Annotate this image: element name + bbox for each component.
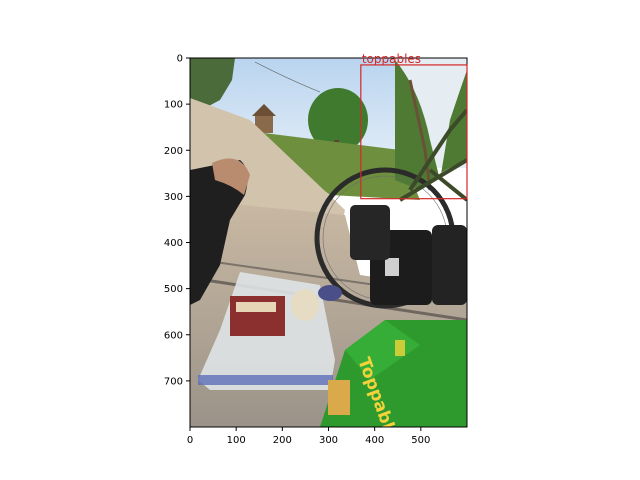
- y-tick-label: 500: [164, 284, 183, 295]
- person-arm: [190, 160, 248, 305]
- x-tick-label: 400: [365, 435, 384, 446]
- y-tick-label: 0: [177, 54, 183, 65]
- center-tree: [308, 88, 368, 152]
- annotation-box: [360, 64, 468, 200]
- y-tick-label: 100: [164, 100, 183, 111]
- building: [255, 115, 273, 133]
- y-tick-label: 400: [164, 238, 183, 249]
- x-tick-label: 0: [187, 435, 193, 446]
- bicycle-frame: [398, 108, 467, 202]
- y-axis: 0 100 200 300 400 500 600 700: [164, 54, 190, 387]
- y-tick-label: 600: [164, 330, 183, 341]
- y-tick-label: 300: [164, 192, 183, 203]
- x-tick-label: 200: [273, 435, 292, 446]
- x-axis: 0 100 200 300 400 500: [187, 427, 430, 446]
- y-tick-label: 700: [164, 376, 183, 387]
- left-trees: [190, 58, 235, 112]
- annotation-label: toppables: [362, 52, 421, 66]
- x-tick-label: 300: [319, 435, 338, 446]
- x-tick-label: 100: [227, 435, 246, 446]
- grass: [240, 130, 420, 200]
- photo: Toppables: [190, 58, 467, 427]
- x-tick-label: 500: [411, 435, 430, 446]
- y-tick-label: 200: [164, 146, 183, 157]
